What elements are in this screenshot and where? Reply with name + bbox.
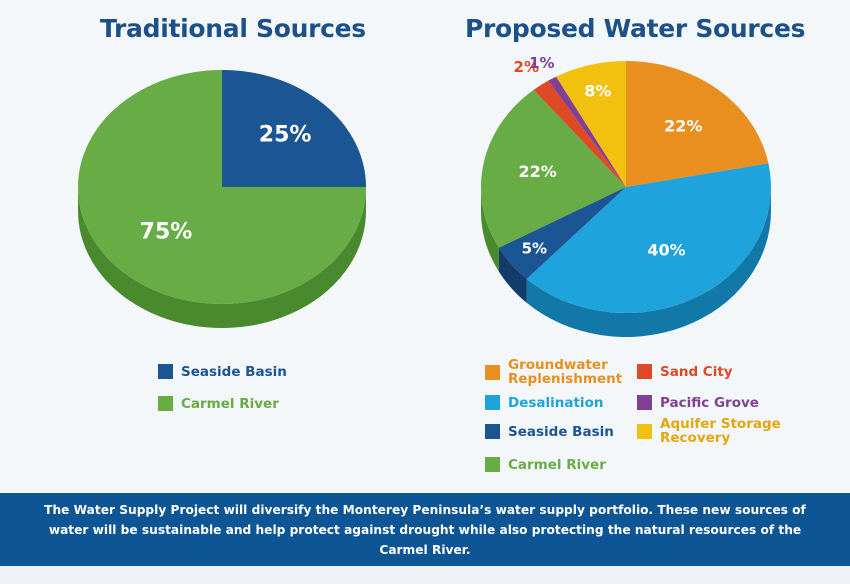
- legend-label: Carmel River: [181, 395, 279, 412]
- pie-side-seaside-basin: [498, 247, 527, 303]
- pie-slice-pacific-grove: [548, 76, 626, 187]
- pie-side-desalination: [526, 187, 771, 337]
- legend-item-aquifer-storage-recovery: Aquifer Storage Recovery: [637, 417, 781, 445]
- pie-side-carmel-river: [78, 187, 366, 328]
- pie-slice-seaside-basin: [498, 187, 626, 279]
- legend-label: Sand City: [660, 363, 733, 380]
- legend-swatch: [637, 364, 652, 379]
- legend-item-seaside-basin: Seaside Basin: [158, 364, 287, 379]
- data-label-desalination: 40%: [647, 241, 685, 260]
- legend-swatch: [485, 364, 500, 380]
- legend-swatch: [485, 424, 500, 439]
- legend-item-carmel-river: Carmel River: [158, 396, 279, 411]
- legend-label: Desalination: [508, 394, 604, 411]
- chart-title-proposed: Proposed Water Sources: [465, 14, 806, 43]
- legend-item-groundwater-replenishment: Groundwater Replenishment: [485, 358, 622, 386]
- pie-slice-sand-city: [533, 80, 626, 187]
- data-label-sand-city: 2%: [514, 58, 539, 76]
- legend-label: Groundwater Replenishment: [508, 357, 623, 387]
- pie-slice-desalination: [526, 163, 771, 313]
- legend-label: Pacific Grove: [660, 394, 759, 411]
- legend-item-seaside-basin: Seaside Basin: [485, 424, 614, 439]
- data-label-carmel-river: 22%: [519, 162, 557, 181]
- pie-chart-traditional: 25% 75%: [78, 70, 366, 328]
- chart-title-traditional: Traditional Sources: [100, 14, 366, 43]
- data-label-aquifer-storage-recovery: 8%: [584, 81, 611, 100]
- legend-swatch: [637, 423, 652, 439]
- legend-label: Carmel River: [508, 456, 606, 473]
- data-label-carmel-river: 75%: [140, 220, 193, 245]
- pie-slice-carmel-river: [78, 70, 366, 304]
- data-label-seaside-basin: 5%: [522, 239, 547, 257]
- legend-item-sand-city: Sand City: [637, 364, 733, 379]
- legend-label: Aquifer Storage Recovery: [660, 416, 781, 446]
- pie-slice-aquifer-storage-recovery: [556, 61, 626, 187]
- pie-slice-seaside-basin: [222, 70, 366, 187]
- legend-swatch: [158, 364, 173, 379]
- legend-item-pacific-grove: Pacific Grove: [637, 395, 759, 410]
- pie-chart-proposed: 22% 40% 5% 22% 2%1% 8%: [481, 54, 771, 337]
- pie-side-carmel-river: [481, 187, 499, 272]
- legend-label: Seaside Basin: [508, 423, 614, 440]
- footer-text: The Water Supply Project will diversify …: [44, 502, 806, 557]
- legend-item-carmel-river: Carmel River: [485, 457, 606, 472]
- legend-swatch: [485, 395, 500, 410]
- legend-swatch: [485, 457, 500, 472]
- footer-banner: The Water Supply Project will diversify …: [0, 493, 850, 566]
- legend-label: Seaside Basin: [181, 363, 287, 380]
- bottom-strip: [0, 566, 850, 584]
- pie-slice-carmel-river: [481, 89, 626, 248]
- pie-slice-groundwater-replenishment: [626, 61, 769, 187]
- data-label-groundwater-replenishment: 22%: [664, 116, 702, 135]
- legend-swatch: [158, 396, 173, 411]
- data-label-pacific-grove: 1%: [529, 54, 554, 72]
- legend-item-desalination: Desalination: [485, 395, 603, 410]
- legend-swatch: [637, 395, 652, 410]
- data-label-seaside-basin: 25%: [259, 123, 312, 148]
